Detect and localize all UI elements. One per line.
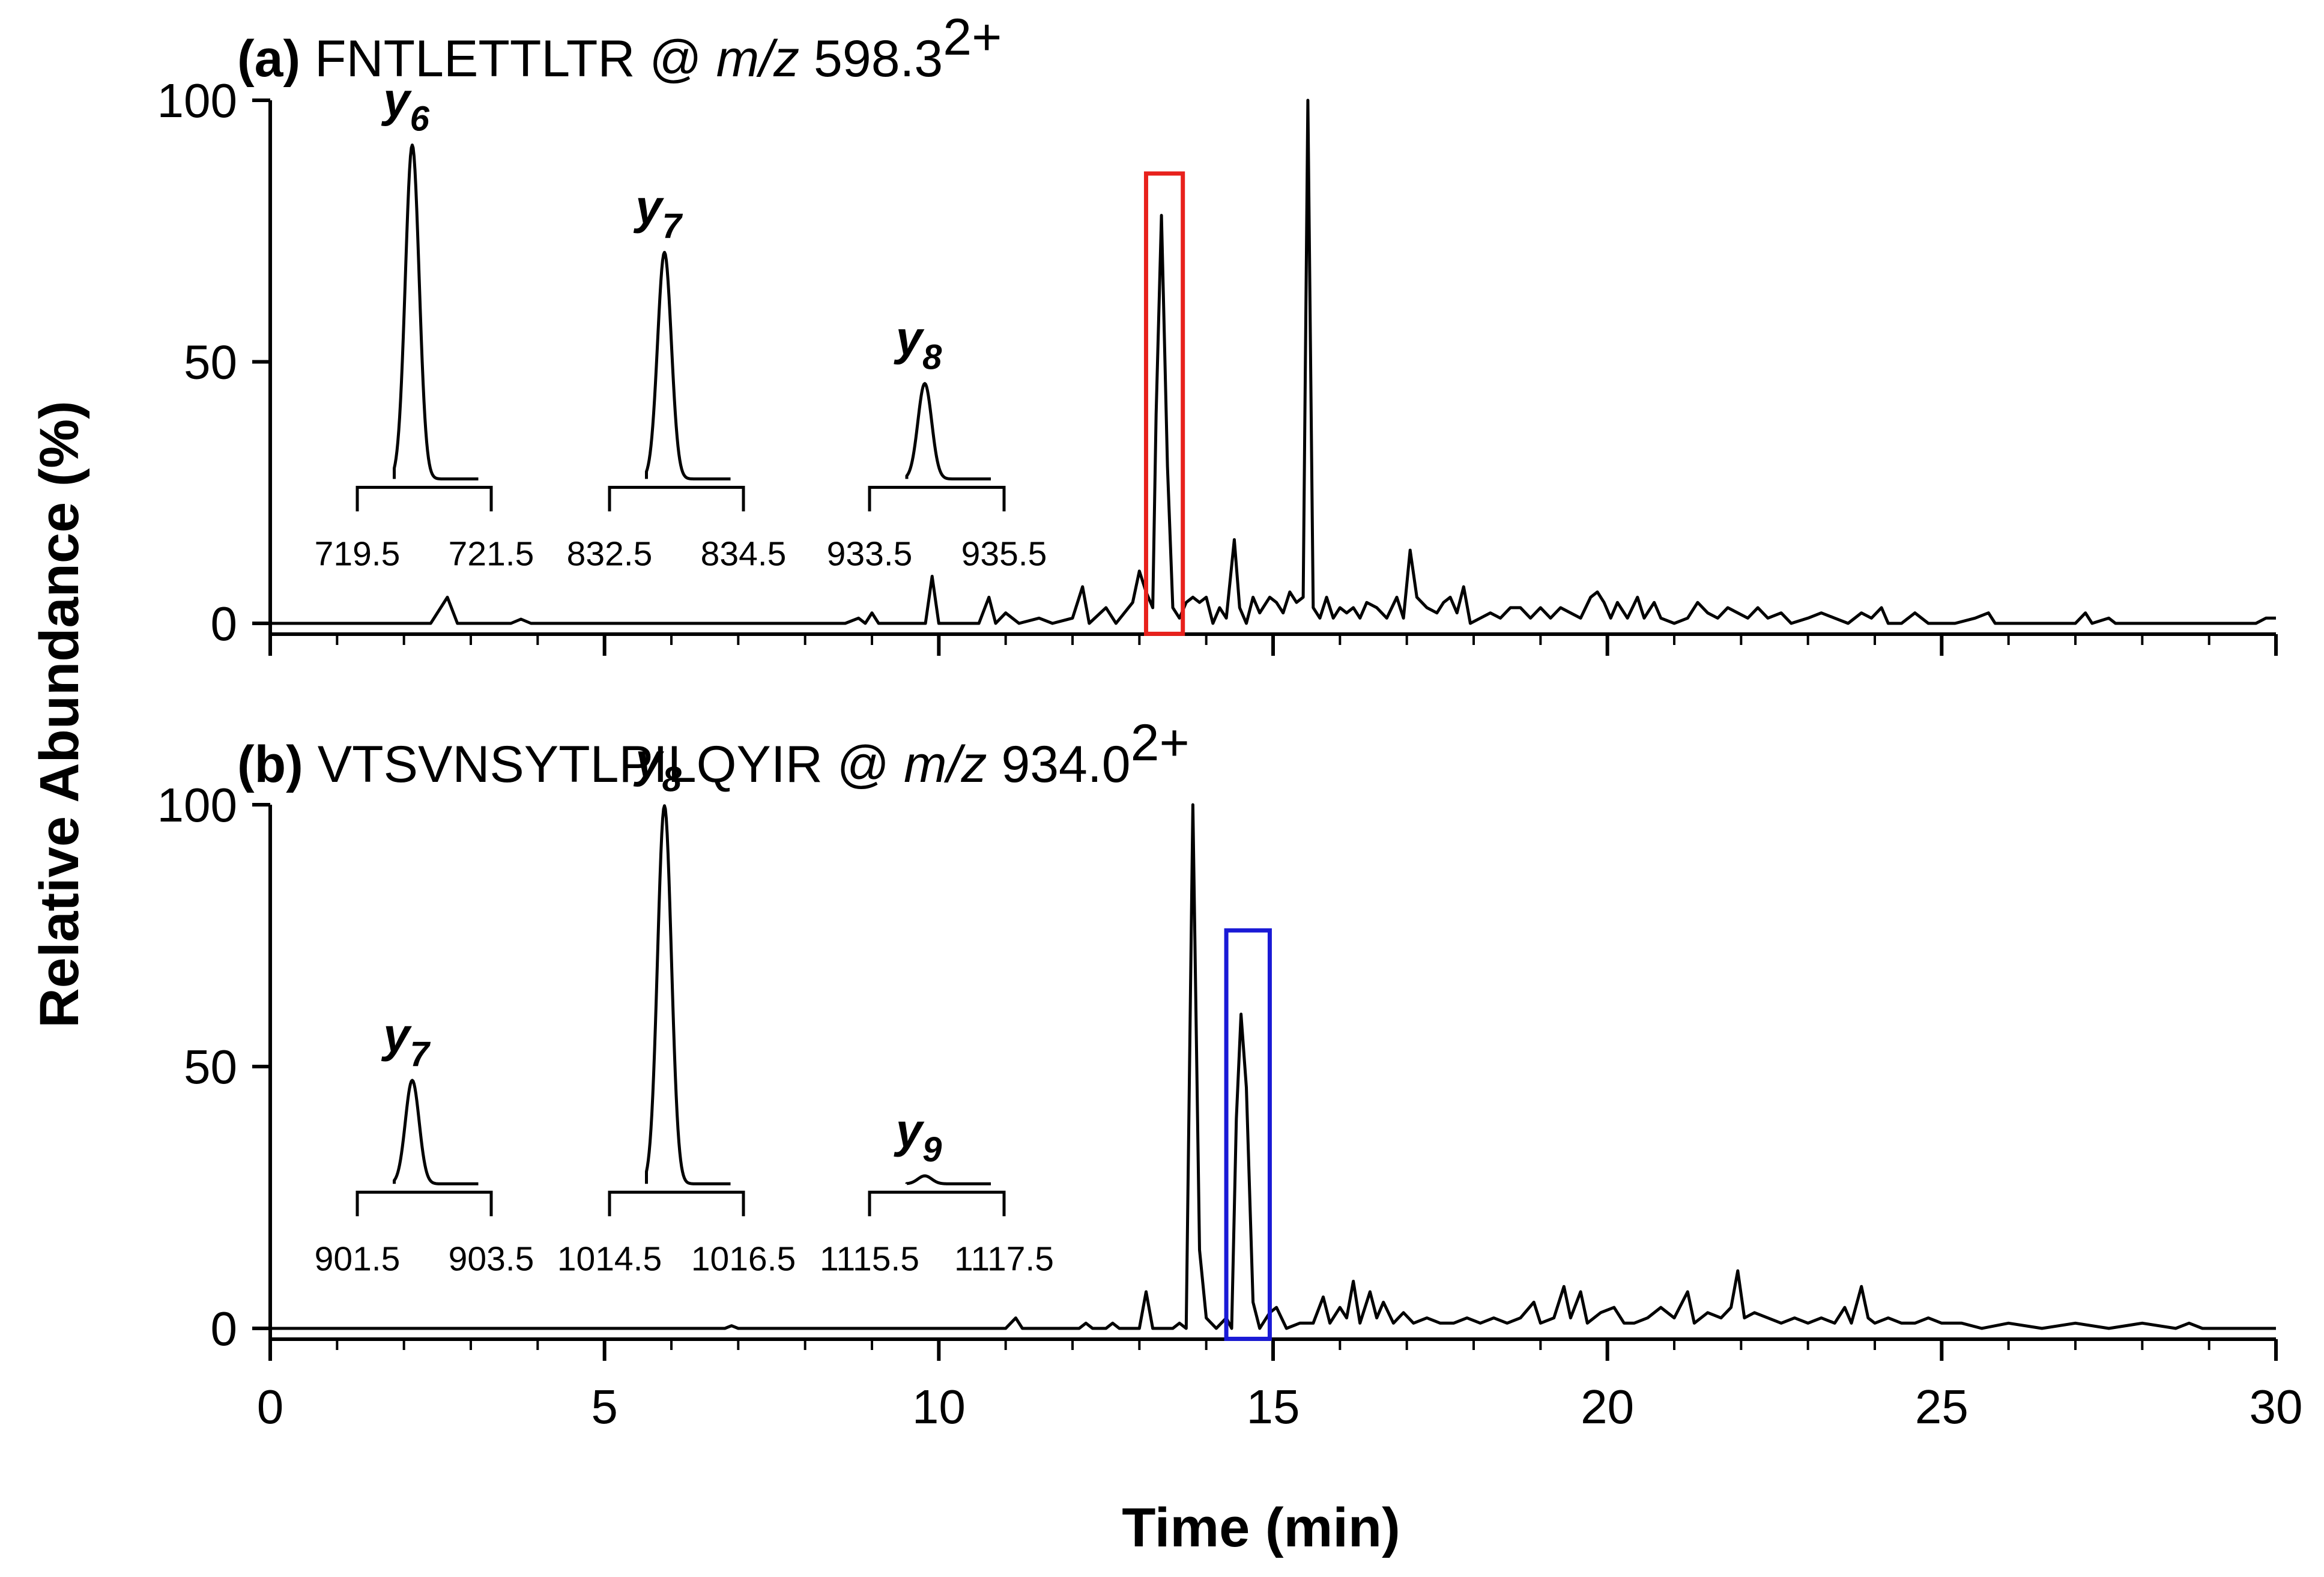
ion-letter-a-2: y: [894, 312, 925, 365]
charge-state-b: 2+: [1131, 714, 1190, 772]
mz-label-a: m/z: [716, 30, 800, 88]
at-symbol-a: @: [635, 30, 716, 88]
x-tick-label-5: 5: [591, 1380, 618, 1433]
ion-index-a-2: 8: [922, 338, 942, 377]
inset-tick-label-b-0-1: 903.5: [449, 1240, 534, 1278]
inset-tick-label-b-0-0: 901.5: [315, 1240, 401, 1278]
precursor-mz-b: 934.0: [987, 736, 1131, 793]
inset-peak-b-0: [393, 1079, 479, 1185]
inset-a-y7: 832.5 834.5 y7: [567, 180, 787, 573]
y-tick-label-a-0: 0: [211, 597, 238, 650]
inset-b-y8: 1014.5 1016.5 y8: [557, 734, 796, 1279]
y-tick-label-b-0: 0: [211, 1302, 238, 1355]
inset-tick-label-b-2-1: 1117.5: [954, 1240, 1054, 1278]
inset-peak-a-2: [905, 382, 991, 481]
ion-letter-b-0: y: [381, 1008, 412, 1062]
inset-axis-a-2: [868, 486, 1006, 512]
highlight-box-a: [1143, 171, 1185, 636]
inset-tick-label-a-1-0: 832.5: [567, 535, 653, 574]
inset-tick-label-a-0-1: 721.5: [449, 535, 534, 574]
y-tick-label-a-100: 100: [157, 74, 237, 127]
ion-index-a-0: 6: [410, 99, 430, 138]
highlight-box-b: [1224, 928, 1272, 1341]
inset-axis-b-1: [608, 1190, 745, 1217]
panel-letter-b: (b): [237, 736, 303, 793]
ion-label-b-y7: y7: [381, 1008, 431, 1074]
inset-tick-label-a-1-1: 834.5: [701, 535, 787, 574]
ion-index-b-2: 9: [922, 1130, 942, 1169]
inset-peak-b-1: [645, 804, 731, 1185]
panel-title-b: (b) VTSVNSYTLPILQYIR @ m/z 934.02+: [237, 714, 1190, 793]
inset-tick-label-a-2-0: 933.5: [827, 535, 913, 574]
y-axis-title: Relative Abundance (%): [29, 401, 90, 1028]
inset-tick-label-b-1-1: 1016.5: [691, 1240, 796, 1278]
panel-title-a: (a) FNTLETTLTR @ m/z 598.32+: [237, 8, 1002, 88]
x-tick-label-30: 30: [2250, 1380, 2303, 1433]
inset-tick-label-a-2-1: 935.5: [961, 535, 1047, 574]
inset-axis-a-1: [608, 486, 745, 512]
x-tick-label-15: 15: [1247, 1380, 1300, 1433]
mz-label-b: m/z: [904, 736, 987, 793]
charge-state-a: 2+: [943, 8, 1002, 66]
y-tick-label-b-50: 50: [184, 1040, 237, 1094]
y-tick-label-a-50: 50: [184, 336, 237, 389]
ion-letter-a-1: y: [633, 180, 664, 234]
ion-letter-b-1: y: [633, 734, 664, 787]
ion-index-b-1: 8: [662, 760, 682, 799]
inset-tick-label-b-1-0: 1014.5: [557, 1240, 662, 1278]
ion-label-b-y8: y8: [633, 734, 682, 799]
x-tick-label-25: 25: [1915, 1380, 1968, 1433]
x-tick-label-0: 0: [257, 1380, 284, 1433]
inset-axis-b-2: [868, 1190, 1006, 1217]
ion-letter-b-2: y: [894, 1104, 925, 1157]
inset-b-y7: 901.5 903.5 y7: [315, 1008, 534, 1278]
inset-a-y8: 933.5 935.5 y8: [827, 312, 1047, 574]
inset-b-y9: 1115.5 1117.5 y9: [820, 1104, 1054, 1278]
inset-peak-b-2: [905, 1174, 991, 1185]
inset-tick-label-a-0-0: 719.5: [315, 535, 401, 574]
peptide-sequence-b: VTSVNSYTLPILQYIR: [303, 736, 823, 793]
panel-b: (b) VTSVNSYTLPILQYIR @ m/z 934.02+050100…: [157, 714, 2303, 1433]
inset-peak-a-1: [645, 250, 731, 481]
ion-label-a-y7: y7: [633, 180, 683, 246]
peptide-sequence-a: FNTLETTLTR: [300, 30, 635, 88]
inset-axis-a-0: [356, 486, 493, 512]
inset-axis-b-0: [356, 1190, 493, 1217]
ion-label-b-y9: y9: [894, 1104, 942, 1169]
shared-axis-labels: Time (min) Relative Abundance (%): [29, 401, 1400, 1558]
inset-peak-a-0: [393, 144, 479, 481]
x-tick-label-10: 10: [912, 1380, 966, 1433]
at-symbol-b: @: [823, 736, 904, 793]
ion-label-a-y8: y8: [894, 312, 943, 377]
chromatogram-trace-a-0: [270, 98, 2276, 625]
chromatogram-trace-b-0: [270, 803, 2276, 1330]
ion-letter-a-0: y: [381, 73, 412, 126]
panel-letter-a: (a): [237, 30, 300, 88]
ion-label-a-y6: y6: [381, 73, 430, 138]
y-tick-label-b-100: 100: [157, 778, 237, 832]
x-axis-title: Time (min): [1122, 1497, 1400, 1558]
x-tick-label-20: 20: [1581, 1380, 1634, 1433]
precursor-mz-a: 598.3: [799, 30, 943, 88]
ion-index-b-0: 7: [410, 1035, 431, 1074]
ion-index-a-1: 7: [662, 207, 683, 246]
inset-tick-label-b-2-0: 1115.5: [820, 1240, 919, 1278]
inset-a-y6: 719.5 721.5 y6: [315, 73, 534, 573]
